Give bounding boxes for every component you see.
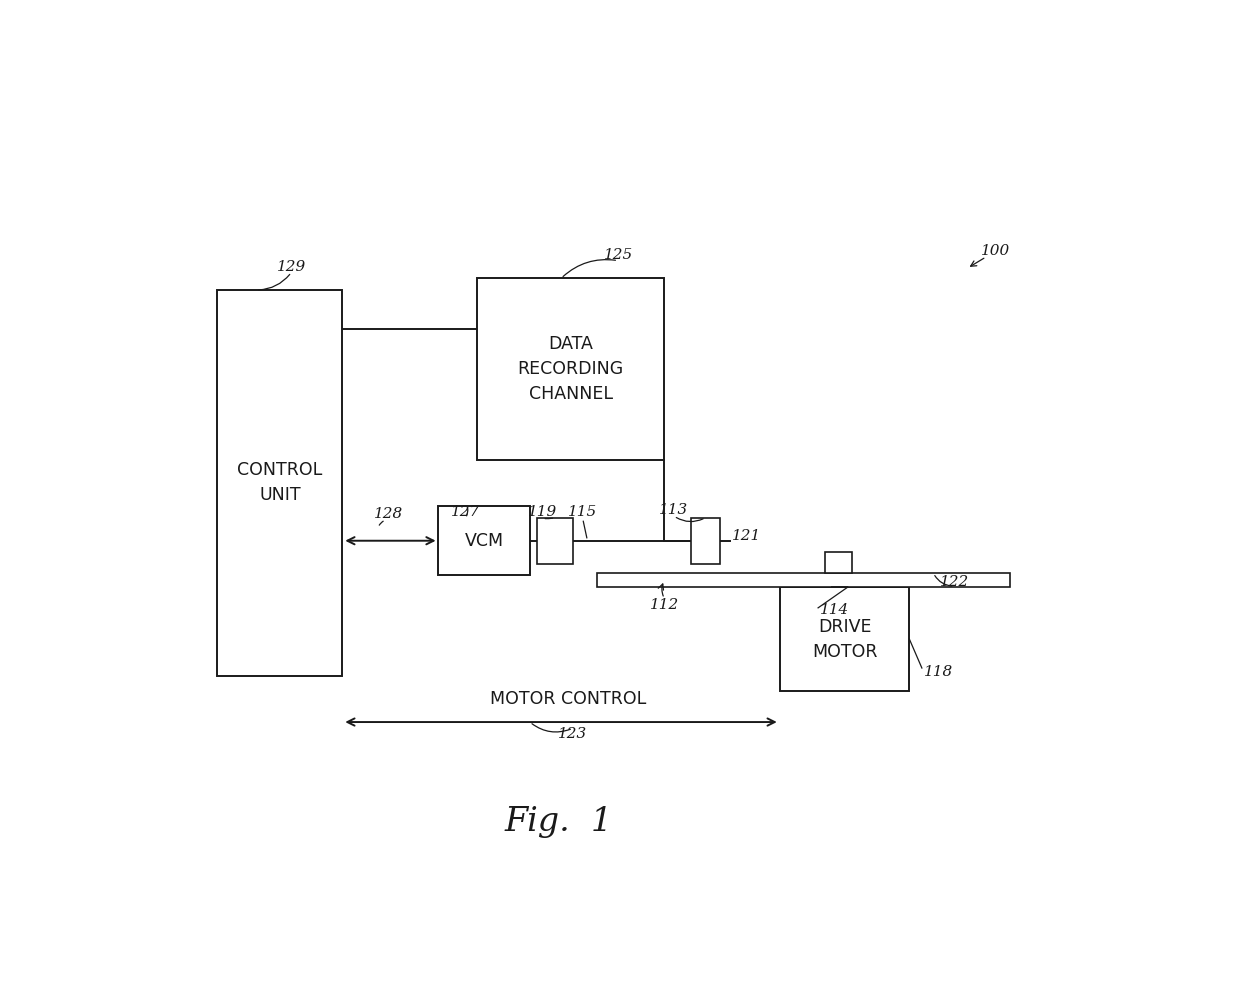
Text: 119: 119 <box>528 505 557 519</box>
Text: 123: 123 <box>558 726 588 740</box>
Text: VCM: VCM <box>465 532 503 550</box>
Text: DATA
RECORDING
CHANNEL: DATA RECORDING CHANNEL <box>517 335 624 403</box>
Text: 112: 112 <box>650 598 680 612</box>
Text: Fig.  1: Fig. 1 <box>505 807 613 839</box>
FancyBboxPatch shape <box>596 573 1011 587</box>
FancyBboxPatch shape <box>537 518 573 564</box>
FancyBboxPatch shape <box>780 587 909 691</box>
Text: 127: 127 <box>451 505 480 519</box>
Text: CONTROL
UNIT: CONTROL UNIT <box>237 461 322 504</box>
FancyBboxPatch shape <box>439 506 529 575</box>
Text: DRIVE
MOTOR: DRIVE MOTOR <box>812 617 877 660</box>
Text: 113: 113 <box>660 503 688 517</box>
Text: 121: 121 <box>732 529 761 543</box>
Text: 100: 100 <box>981 244 1011 259</box>
Text: 115: 115 <box>568 505 598 519</box>
FancyBboxPatch shape <box>825 551 852 573</box>
FancyBboxPatch shape <box>691 518 720 564</box>
Text: 125: 125 <box>604 248 632 263</box>
FancyBboxPatch shape <box>477 279 665 460</box>
Text: 128: 128 <box>374 507 403 521</box>
Text: 118: 118 <box>924 665 954 679</box>
Text: 122: 122 <box>940 574 970 588</box>
Text: 129: 129 <box>277 260 306 274</box>
Text: 114: 114 <box>820 603 849 617</box>
Text: MOTOR CONTROL: MOTOR CONTROL <box>490 690 646 707</box>
FancyBboxPatch shape <box>217 290 342 675</box>
